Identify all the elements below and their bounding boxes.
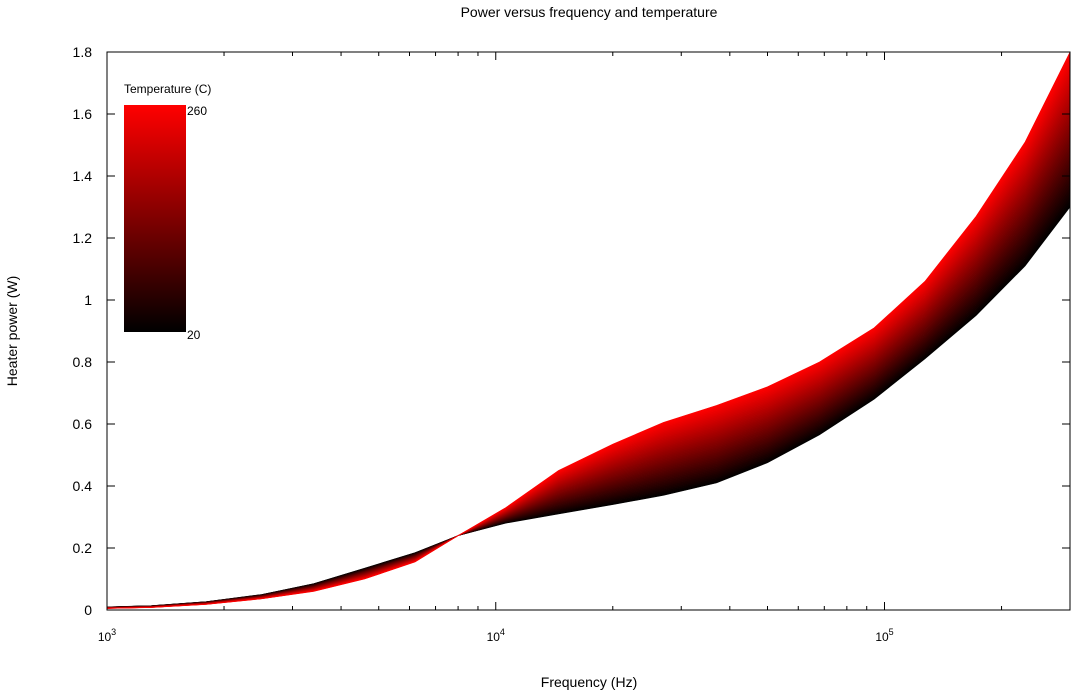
temperature-band-112 [106, 144, 1071, 608]
temperature-band-88 [106, 160, 1071, 608]
chart-title: Power versus frequency and temperature [461, 4, 718, 20]
temperature-band-97 [106, 154, 1071, 608]
temperature-band-133 [106, 131, 1071, 608]
temperature-band-62 [106, 176, 1071, 608]
temperature-band-53 [106, 183, 1071, 608]
temperature-band-127 [106, 134, 1071, 608]
temperature-band-23 [106, 202, 1071, 608]
y-tick-label: 1.2 [73, 230, 93, 246]
temperature-band-83 [106, 164, 1071, 608]
y-tick-label: 0.8 [73, 354, 93, 370]
temperature-band-108 [106, 147, 1071, 608]
temperature-band-167 [106, 109, 1071, 609]
temperature-band-73 [106, 170, 1071, 608]
x-axis: 103 104 105 [98, 52, 1071, 644]
temperature-band-158 [106, 115, 1071, 609]
x-tick-label: 103 [98, 627, 116, 644]
temperature-band-33 [106, 196, 1071, 608]
legend-color-bar [124, 105, 186, 332]
x-axis-label: Frequency (Hz) [541, 674, 637, 690]
legend-title: Temperature (C) [124, 82, 211, 96]
temperature-band-28 [106, 199, 1071, 608]
temperature-bands [106, 51, 1071, 609]
temperature-band-152 [106, 118, 1071, 609]
temperature-band-138 [106, 128, 1071, 608]
temperature-band-58 [106, 180, 1071, 608]
y-tick-label: 1.8 [73, 44, 93, 60]
temperature-band-148 [106, 121, 1071, 609]
temperature-band-68 [106, 173, 1071, 608]
temperature-band-123 [106, 138, 1071, 608]
x-tick-label: 105 [875, 627, 893, 644]
temperature-band-163 [106, 112, 1071, 609]
y-tick-label: 1.4 [73, 168, 93, 184]
y-axis: 0 0.2 0.4 0.6 0.8 1 1.2 1.4 1.6 1.8 [73, 44, 1070, 618]
y-tick-label: 0 [84, 602, 92, 618]
y-axis-label: Heater power (W) [4, 276, 20, 386]
y-tick-label: 0.6 [73, 416, 93, 432]
x-tick-label: 104 [487, 627, 505, 644]
y-tick-label: 0.4 [73, 478, 93, 494]
temperature-band-103 [106, 151, 1071, 608]
color-legend: Temperature (C) 260 20 [124, 82, 211, 342]
y-tick-label: 0.2 [73, 540, 93, 556]
y-tick-label: 1.6 [73, 106, 93, 122]
temperature-band-43 [106, 189, 1071, 608]
temperature-band-143 [106, 125, 1071, 609]
temperature-band-93 [106, 157, 1071, 608]
plot-frame [106, 51, 1071, 611]
legend-max-label: 260 [187, 104, 207, 118]
legend-min-label: 20 [187, 328, 201, 342]
temperature-band-38 [106, 193, 1071, 608]
temperature-band-48 [106, 186, 1071, 608]
y-tick-label: 1 [84, 292, 92, 308]
temperature-band-78 [106, 167, 1071, 608]
temperature-band-118 [106, 141, 1071, 608]
